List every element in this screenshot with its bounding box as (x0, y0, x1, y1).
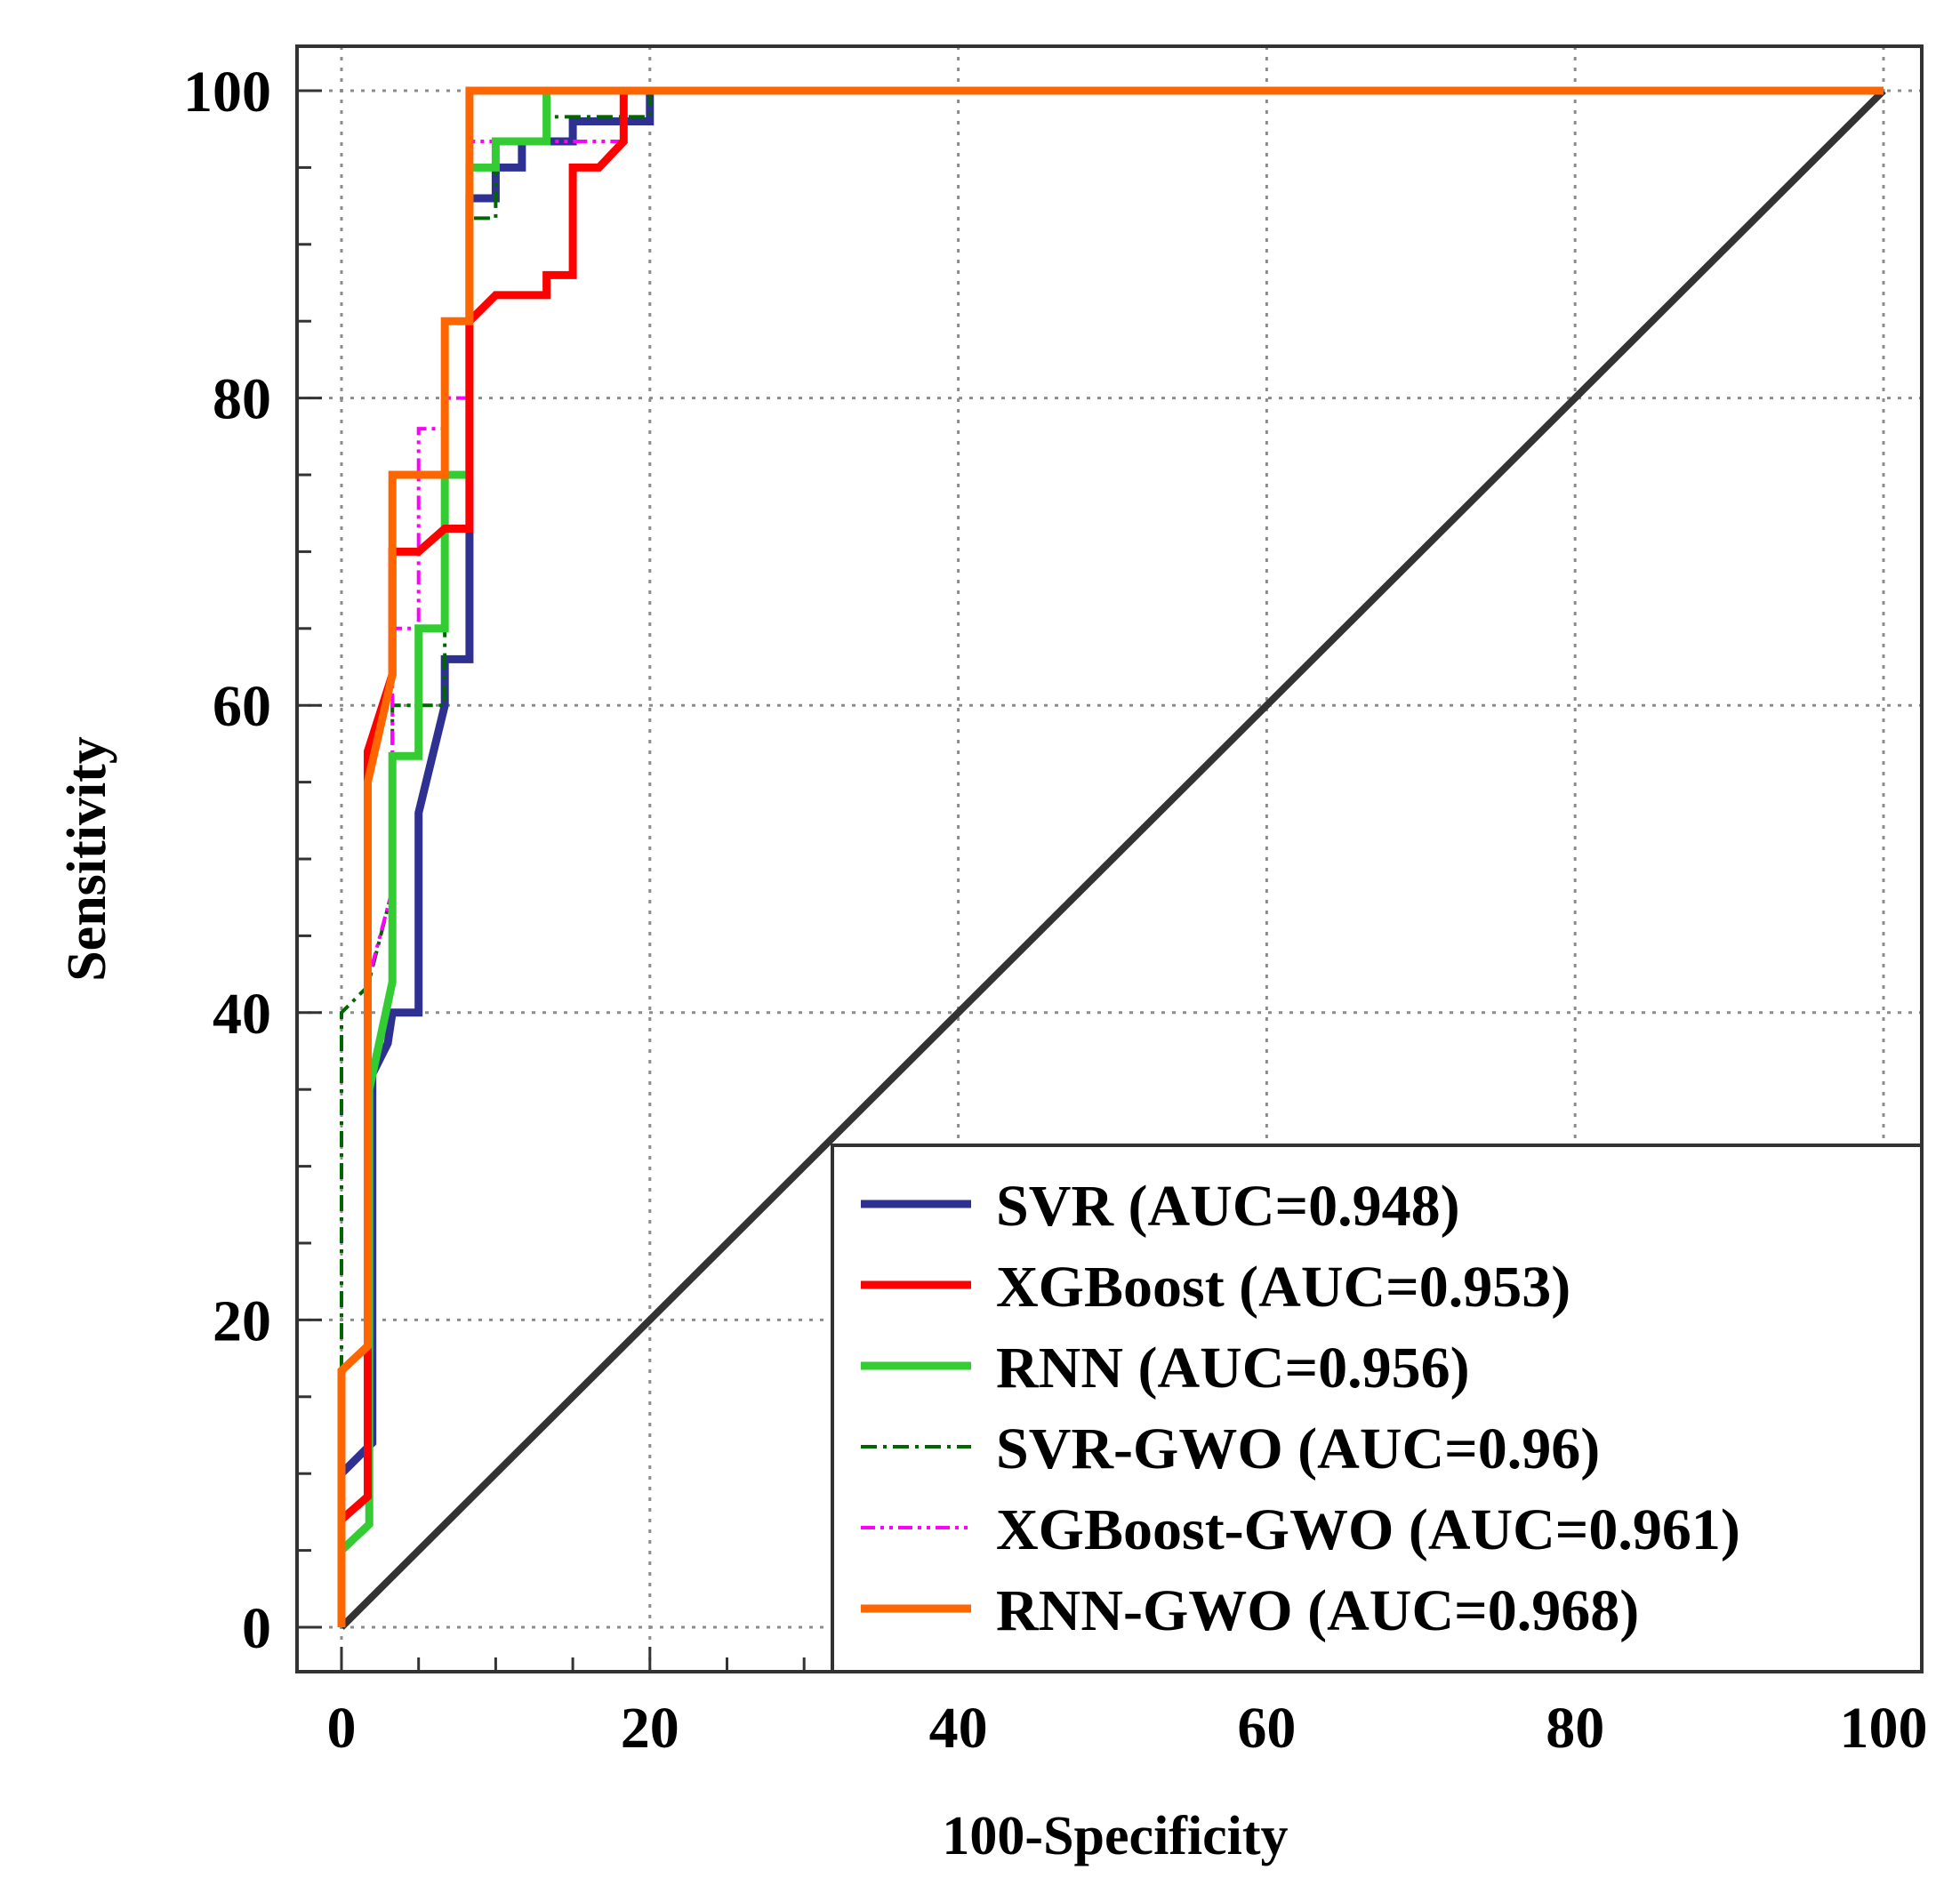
x-tick-label-80: 80 (1546, 1696, 1604, 1761)
tick-labels: 0 20 40 60 80 100 0 20 40 60 80 100 (183, 60, 1928, 1761)
y-tick-label-100: 100 (183, 60, 271, 124)
x-tick-label-20: 20 (621, 1696, 679, 1761)
diagonal-reference-line (339, 88, 1886, 1630)
legend-box (831, 1144, 1924, 1673)
y-tick-label-0: 0 (242, 1596, 271, 1661)
x-tick-label-0: 0 (327, 1696, 357, 1761)
series-line-6 (337, 86, 1884, 1627)
legend-label-5: XGBoost-GWO (AUC=0.961) (996, 1497, 1740, 1562)
minor-ticks (297, 165, 806, 1672)
x-tick-label-60: 60 (1237, 1696, 1296, 1761)
y-tick-label-40: 40 (213, 982, 271, 1047)
x-tick-label-40: 40 (929, 1696, 988, 1761)
y-axis-title: Sensitivity (57, 736, 117, 982)
legend-label-3: RNN (AUC=0.956) (996, 1336, 1470, 1400)
x-tick-label-100: 100 (1840, 1696, 1928, 1761)
legend-label-4: SVR-GWO (AUC=0.96) (996, 1416, 1600, 1481)
legend: SVR (AUC=0.948) XGBoost (AUC=0.953) RNN (A… (831, 1144, 1924, 1673)
y-tick-label-20: 20 (213, 1288, 271, 1353)
series-layer (337, 86, 1886, 1630)
series-line-4 (340, 89, 1884, 1627)
legend-label-2: XGBoost (AUC=0.953) (996, 1255, 1570, 1320)
x-axis-title: 100-Specificity (942, 1806, 1288, 1866)
legend-label-6: RNN-GWO (AUC=0.968) (996, 1578, 1639, 1643)
series-line-5 (340, 89, 1884, 1627)
y-tick-label-60: 60 (213, 674, 271, 739)
legend-label-1: SVR (AUC=0.948) (996, 1174, 1460, 1239)
y-tick-label-80: 80 (213, 367, 271, 432)
